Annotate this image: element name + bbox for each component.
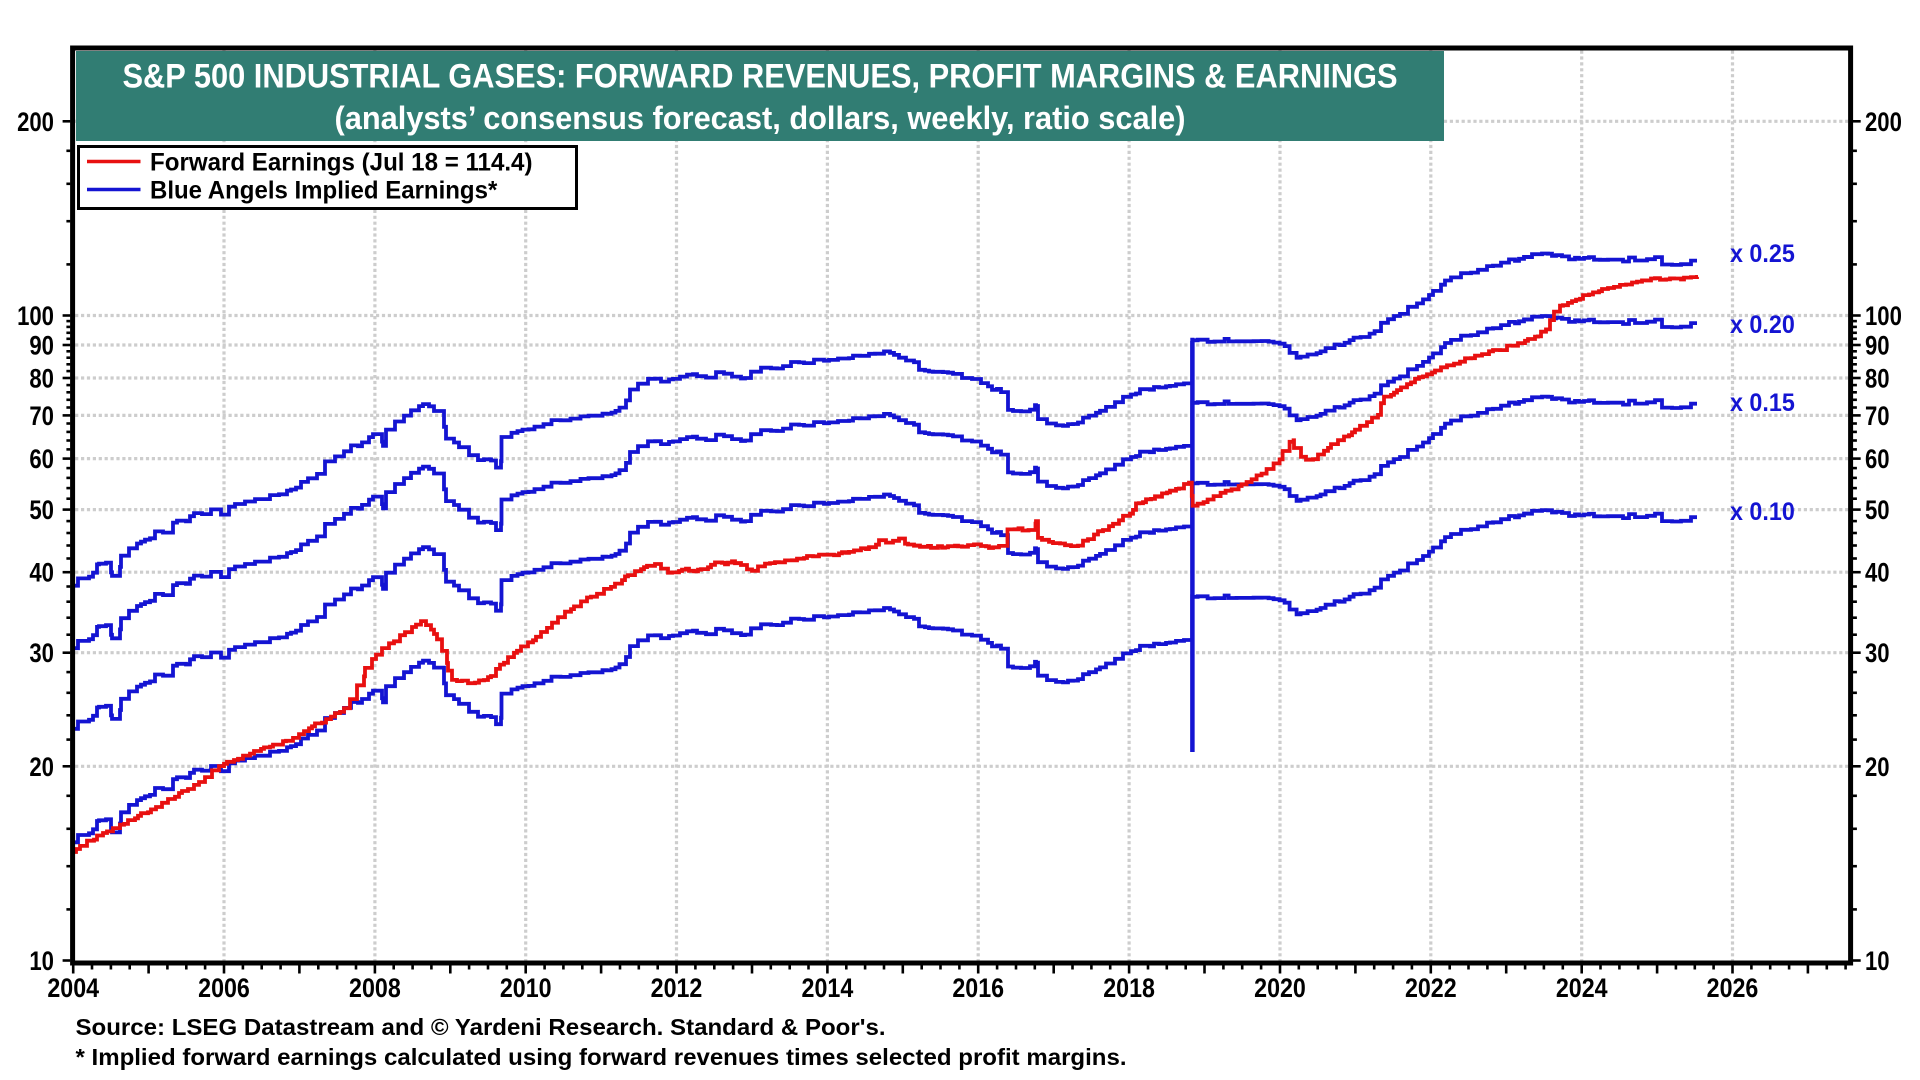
svg-text:80: 80 xyxy=(29,364,54,394)
svg-text:20: 20 xyxy=(1865,752,1890,782)
svg-text:80: 80 xyxy=(1865,364,1890,394)
svg-text:100: 100 xyxy=(17,301,54,331)
svg-text:40: 40 xyxy=(1865,558,1890,588)
svg-text:2018: 2018 xyxy=(1103,973,1155,1003)
svg-text:200: 200 xyxy=(17,107,54,137)
svg-text:30: 30 xyxy=(29,638,54,668)
svg-text:40: 40 xyxy=(29,558,54,588)
svg-text:60: 60 xyxy=(29,444,54,474)
svg-text:30: 30 xyxy=(1865,638,1890,668)
svg-text:2016: 2016 xyxy=(952,973,1004,1003)
svg-text:Forward Earnings (Jul 18 = 114: Forward Earnings (Jul 18 = 114.4) xyxy=(150,149,533,177)
svg-text:Blue Angels Implied Earnings*: Blue Angels Implied Earnings* xyxy=(150,177,498,205)
svg-text:x 0.15: x 0.15 xyxy=(1730,389,1795,417)
svg-text:x 0.10: x 0.10 xyxy=(1730,498,1795,526)
svg-text:S&P 500 INDUSTRIAL GASES: FORW: S&P 500 INDUSTRIAL GASES: FORWARD REVENU… xyxy=(123,58,1398,96)
svg-text:100: 100 xyxy=(1865,301,1902,331)
svg-text:2006: 2006 xyxy=(198,973,250,1003)
svg-text:2026: 2026 xyxy=(1707,973,1759,1003)
svg-text:2022: 2022 xyxy=(1405,973,1457,1003)
svg-text:50: 50 xyxy=(29,495,54,525)
svg-text:2012: 2012 xyxy=(651,973,703,1003)
svg-text:2010: 2010 xyxy=(500,973,552,1003)
svg-text:10: 10 xyxy=(1865,946,1890,976)
svg-text:2024: 2024 xyxy=(1556,973,1608,1003)
svg-text:* Implied forward earnings cal: * Implied forward earnings calculated us… xyxy=(76,1044,1127,1070)
svg-text:Source: LSEG Datastream and ©: Source: LSEG Datastream and © Yardeni Re… xyxy=(76,1014,886,1040)
svg-text:20: 20 xyxy=(29,752,54,782)
svg-text:x 0.25: x 0.25 xyxy=(1730,240,1795,268)
svg-text:2020: 2020 xyxy=(1254,973,1306,1003)
svg-text:60: 60 xyxy=(1865,444,1890,474)
svg-text:(analysts’ consensus forecast,: (analysts’ consensus forecast, dollars, … xyxy=(335,100,1186,136)
svg-text:x 0.20: x 0.20 xyxy=(1730,311,1795,339)
svg-text:90: 90 xyxy=(29,331,54,361)
svg-text:10: 10 xyxy=(29,946,54,976)
svg-text:50: 50 xyxy=(1865,495,1890,525)
svg-text:2014: 2014 xyxy=(802,973,854,1003)
svg-text:2008: 2008 xyxy=(349,973,401,1003)
svg-text:90: 90 xyxy=(1865,331,1890,361)
svg-text:200: 200 xyxy=(1865,107,1902,137)
svg-text:70: 70 xyxy=(29,401,54,431)
svg-text:2004: 2004 xyxy=(47,973,99,1003)
svg-text:70: 70 xyxy=(1865,401,1890,431)
